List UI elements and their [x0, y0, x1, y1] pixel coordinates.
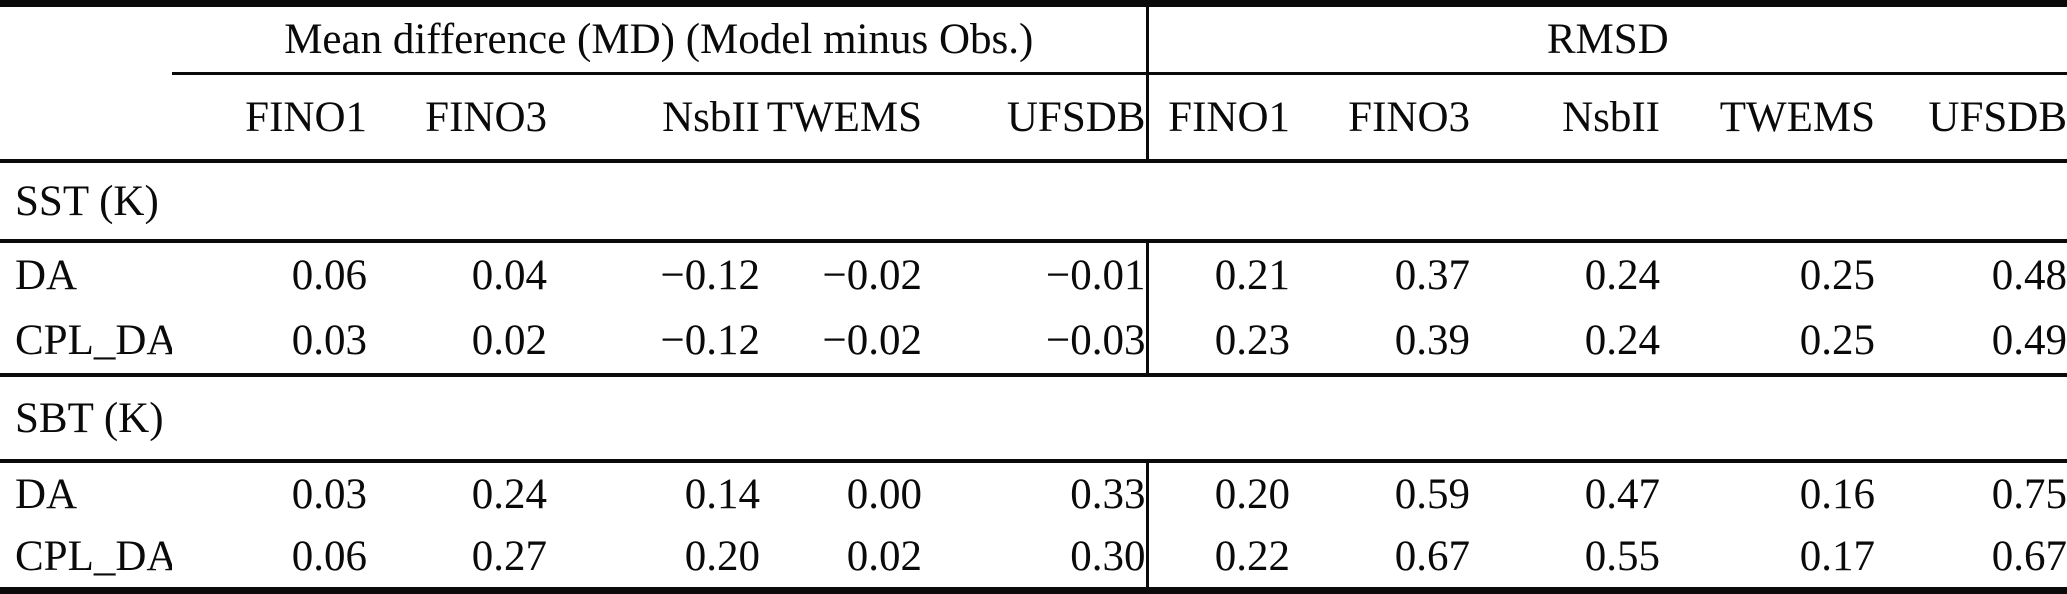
section-title-row-sbt: SBT (K)	[0, 375, 2067, 463]
rmsd-value-cell: 0.59	[1394, 470, 1470, 518]
rmsd-value-cell: 0.47	[1584, 470, 1660, 518]
row-label-spacer	[0, 73, 172, 163]
md-value-cell: 0.06	[291, 532, 367, 580]
rmsd-station-header: FINO3	[1290, 73, 1470, 163]
md-station-header: TWEMS	[760, 73, 922, 163]
rmsd-value-cell: 0.20	[1214, 470, 1290, 518]
md-value-cell: −0.12	[660, 252, 760, 299]
md-value-cell: 0.24	[471, 470, 547, 518]
md-value-cell: 0.03	[172, 308, 367, 377]
md-value-cell: 0.06	[291, 252, 367, 299]
md-value-cell: −0.01	[922, 241, 1149, 308]
station-header-row: FINO1 FINO3 NsbII TWEMS UFSDB FINO1 FINO…	[0, 73, 2067, 163]
md-station-header: FINO3	[367, 73, 547, 163]
rmsd-value-cell: 0.24	[1470, 308, 1660, 377]
rmsd-value-cell: 0.17	[1799, 532, 1875, 580]
rmsd-value-cell: 0.21	[1214, 252, 1290, 299]
table-row-sst-da: DA 0.06 0.04 −0.12 −0.02 −0.01 0.21 0.37…	[0, 241, 2067, 308]
row-label: CPL_DA	[0, 308, 172, 377]
rmsd-value-cell: 0.67	[1394, 532, 1470, 580]
rmsd-value-cell: 0.37	[1394, 252, 1470, 299]
md-value-cell: 0.33	[922, 461, 1149, 525]
md-value-cell: 0.04	[471, 252, 547, 299]
md-value-cell: −0.02	[822, 252, 922, 299]
rmsd-value-cell: 0.55	[1584, 532, 1660, 580]
corner-spacer	[0, 4, 172, 74]
row-label: CPL_DA	[15, 532, 172, 580]
row-label: DA	[15, 252, 78, 299]
md-value-cell: −0.12	[547, 308, 760, 377]
md-value-cell: 0.02	[367, 308, 547, 377]
group-header-mean-difference: Mean difference (MD) (Model minus Obs.)	[172, 3, 1149, 75]
rmsd-station-header: FINO1	[1147, 73, 1290, 163]
rmsd-value-cell: 0.22	[1214, 532, 1290, 580]
md-station-header: NsbII	[547, 73, 760, 163]
md-value-cell: 0.02	[846, 532, 922, 580]
rmsd-station-header: UFSDB	[1875, 73, 2067, 163]
rmsd-value-cell: 0.39	[1290, 308, 1470, 377]
md-value-cell: 0.30	[922, 525, 1149, 591]
md-value-cell: −0.03	[922, 308, 1149, 377]
rmsd-value-cell: 0.25	[1660, 308, 1875, 377]
md-value-cell: 0.27	[471, 532, 547, 580]
rmsd-value-cell: 0.25	[1799, 252, 1875, 299]
group-header-row: Mean difference (MD) (Model minus Obs.) …	[0, 3, 2067, 75]
md-value-cell: 0.03	[291, 470, 367, 518]
rmsd-value-cell: 0.23	[1147, 308, 1290, 377]
table-row-sbt-cpl-da: CPL_DA 0.06 0.27 0.20 0.02 0.30 0.22 0.6…	[0, 525, 2067, 591]
section-title: SST (K)	[0, 161, 2067, 243]
rmsd-value-cell: 0.67	[1991, 532, 2067, 580]
md-value-cell: 0.00	[846, 470, 922, 518]
rmsd-value-cell: 0.49	[1875, 308, 2067, 377]
md-station-header: FINO1	[172, 73, 367, 163]
md-value-cell: 0.14	[684, 470, 760, 518]
section-title: SBT (K)	[0, 375, 2067, 463]
rmsd-value-cell: 0.48	[1991, 252, 2067, 299]
group-header-rmsd: RMSD	[1147, 3, 2067, 75]
table-row-sbt-da: DA 0.03 0.24 0.14 0.00 0.33 0.20 0.59 0.…	[0, 461, 2067, 525]
rmsd-value-cell: 0.75	[1991, 470, 2067, 518]
row-label: DA	[15, 470, 78, 518]
md-value-cell: −0.02	[760, 308, 922, 377]
rmsd-value-cell: 0.24	[1584, 252, 1660, 299]
rmsd-value-cell: 0.16	[1799, 470, 1875, 518]
rmsd-station-header: TWEMS	[1660, 73, 1875, 163]
table-row-sst-cpl-da: CPL_DA 0.03 0.02 −0.12 −0.02 −0.03 0.23 …	[0, 308, 2067, 377]
md-value-cell: 0.20	[684, 532, 760, 580]
rmsd-station-header: NsbII	[1470, 73, 1660, 163]
section-title-row-sst: SST (K)	[0, 161, 2067, 243]
md-station-header: UFSDB	[922, 73, 1149, 163]
